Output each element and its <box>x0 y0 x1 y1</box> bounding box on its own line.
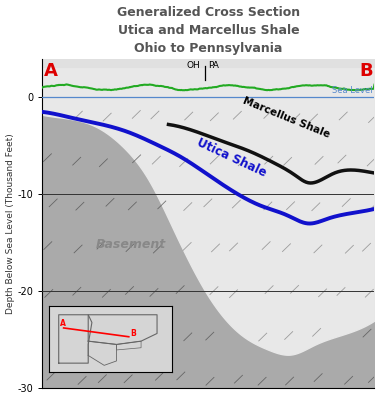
Text: Basement: Basement <box>95 238 166 251</box>
Text: B: B <box>359 62 373 80</box>
Title: Generalized Cross Section
Utica and Marcellus Shale
Ohio to Pennsylvania: Generalized Cross Section Utica and Marc… <box>117 6 300 54</box>
Text: Sea Level: Sea Level <box>332 86 373 95</box>
Text: PA: PA <box>208 61 219 70</box>
Text: A: A <box>44 62 58 80</box>
Text: Marcellus Shale: Marcellus Shale <box>242 96 332 140</box>
Y-axis label: Depth Below Sea Level (Thousand Feet): Depth Below Sea Level (Thousand Feet) <box>6 133 14 314</box>
Text: Utica Shale: Utica Shale <box>195 136 269 180</box>
Text: OH: OH <box>186 61 200 70</box>
